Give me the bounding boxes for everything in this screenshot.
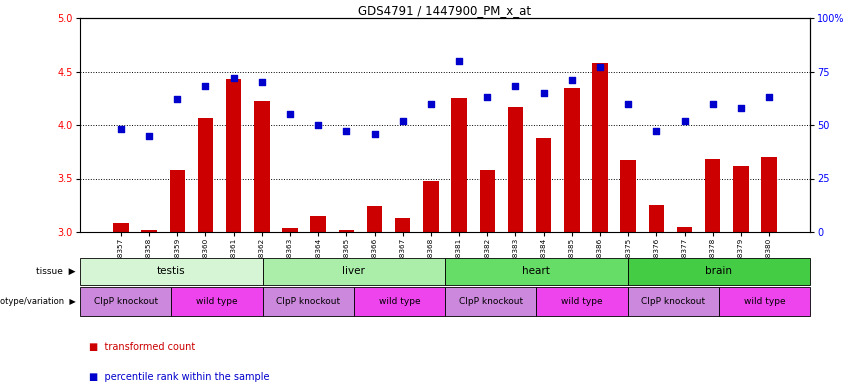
Point: [170, 96, 184, 103]
Point: [509, 83, 523, 89]
Bar: [339, 230, 354, 232]
Text: wild type: wild type: [196, 297, 237, 306]
Point: [114, 126, 128, 132]
Bar: [705, 159, 721, 232]
Text: heart: heart: [523, 266, 551, 276]
Point: [424, 101, 437, 107]
Bar: [254, 101, 270, 232]
Bar: [113, 223, 129, 232]
Bar: [80, 258, 262, 285]
Bar: [445, 287, 536, 316]
Point: [368, 131, 381, 137]
Point: [649, 128, 663, 134]
Bar: [592, 63, 608, 232]
Point: [340, 128, 353, 134]
Bar: [536, 287, 627, 316]
Bar: [564, 88, 580, 232]
Text: wild type: wild type: [379, 297, 420, 306]
Point: [396, 118, 409, 124]
Bar: [445, 258, 627, 285]
Point: [283, 111, 297, 118]
Point: [565, 77, 579, 83]
Text: brain: brain: [705, 266, 732, 276]
Text: liver: liver: [342, 266, 365, 276]
Point: [677, 118, 691, 124]
Text: testis: testis: [157, 266, 186, 276]
Text: ■  transformed count: ■ transformed count: [89, 342, 195, 352]
Text: wild type: wild type: [561, 297, 603, 306]
Point: [452, 58, 465, 64]
Point: [142, 132, 156, 139]
Bar: [141, 230, 157, 232]
Point: [227, 75, 241, 81]
Point: [481, 94, 494, 100]
Bar: [395, 218, 410, 232]
Title: GDS4791 / 1447900_PM_x_at: GDS4791 / 1447900_PM_x_at: [358, 4, 532, 17]
Text: ClpP knockout: ClpP knockout: [276, 297, 340, 306]
Bar: [762, 157, 777, 232]
Point: [593, 64, 607, 70]
Bar: [171, 287, 262, 316]
Bar: [197, 118, 214, 232]
Bar: [451, 98, 467, 232]
Bar: [80, 287, 171, 316]
Bar: [262, 258, 445, 285]
Text: tissue  ▶: tissue ▶: [37, 267, 76, 276]
Bar: [283, 228, 298, 232]
Bar: [311, 216, 326, 232]
Point: [734, 105, 748, 111]
Bar: [367, 206, 382, 232]
Point: [621, 101, 635, 107]
Bar: [627, 287, 719, 316]
Point: [255, 79, 269, 85]
Bar: [479, 170, 495, 232]
Bar: [262, 287, 354, 316]
Bar: [719, 287, 810, 316]
Text: ClpP knockout: ClpP knockout: [94, 297, 157, 306]
Point: [762, 94, 776, 100]
Bar: [536, 138, 551, 232]
Point: [198, 83, 212, 89]
Bar: [226, 79, 242, 232]
Point: [705, 101, 719, 107]
Text: wild type: wild type: [744, 297, 785, 306]
Bar: [677, 227, 692, 232]
Point: [311, 122, 325, 128]
Bar: [734, 166, 749, 232]
Bar: [508, 107, 523, 232]
Bar: [620, 160, 636, 232]
Bar: [169, 170, 185, 232]
Text: ■  percentile rank within the sample: ■ percentile rank within the sample: [89, 372, 269, 382]
Text: ClpP knockout: ClpP knockout: [641, 297, 705, 306]
Bar: [354, 287, 445, 316]
Text: genotype/variation  ▶: genotype/variation ▶: [0, 297, 76, 306]
Text: ClpP knockout: ClpP knockout: [459, 297, 523, 306]
Bar: [627, 258, 810, 285]
Point: [537, 90, 551, 96]
Bar: [648, 205, 664, 232]
Bar: [423, 180, 438, 232]
